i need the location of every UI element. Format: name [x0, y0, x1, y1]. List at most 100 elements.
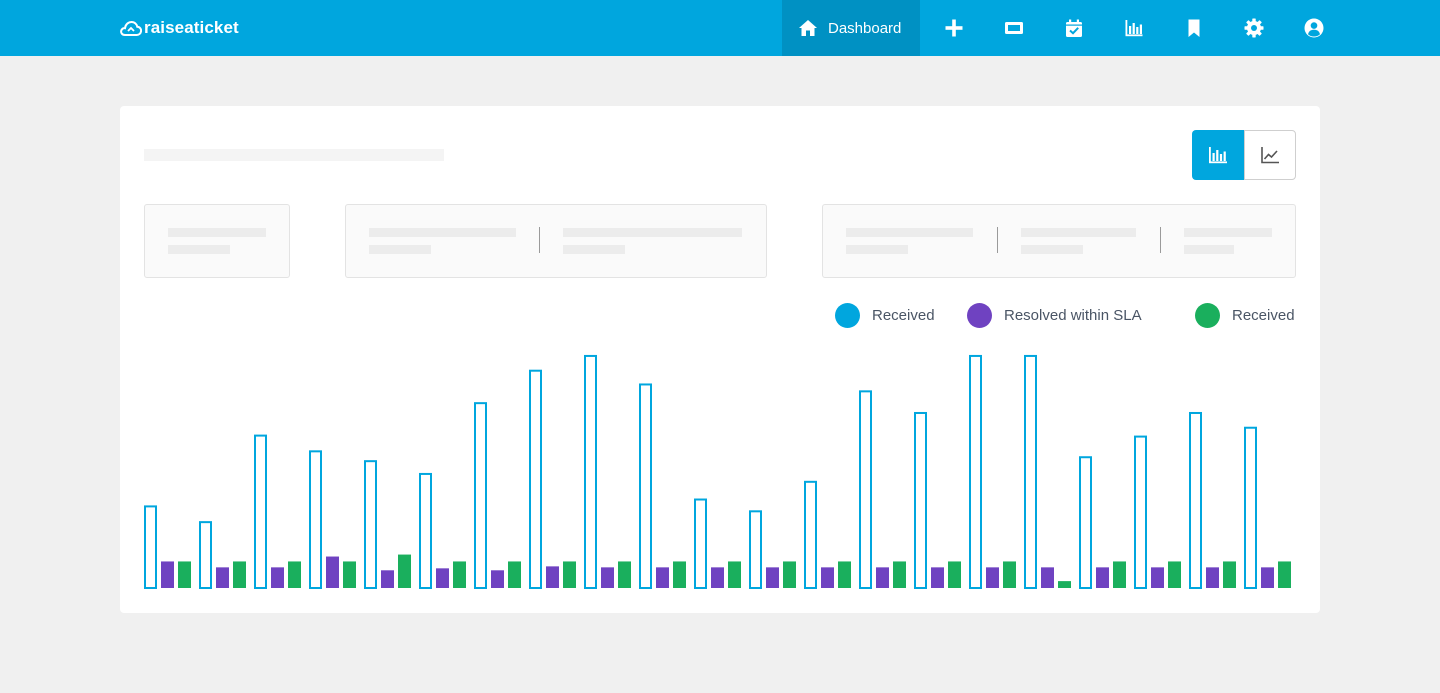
- bar-received-green: [618, 561, 631, 588]
- stat-box-2: [345, 204, 767, 278]
- bar-resolved-sla: [216, 567, 229, 588]
- bar-received-green: [233, 561, 246, 588]
- bar-received-green: [453, 561, 466, 588]
- nav-new-ticket[interactable]: [942, 16, 966, 40]
- legend-item-received[interactable]: Received: [835, 302, 935, 328]
- stat-divider: [1160, 227, 1161, 253]
- legend-item-received-green[interactable]: Received: [1195, 302, 1295, 328]
- bar-received-green: [838, 561, 851, 588]
- tickets-bar-chart: [144, 354, 1291, 590]
- bar-chart-view-button[interactable]: [1192, 130, 1244, 180]
- ticket-icon: [1005, 22, 1023, 34]
- bar-received-green: [563, 561, 576, 588]
- nav-reports[interactable]: [1122, 16, 1146, 40]
- stat-divider: [539, 227, 540, 253]
- bar-resolved-sla: [931, 567, 944, 588]
- bar-resolved-sla: [546, 566, 559, 588]
- bar-received-green: [783, 561, 796, 588]
- stat-placeholder: [1021, 228, 1136, 237]
- nav-bookmarks[interactable]: [1182, 16, 1206, 40]
- bar-received-green: [893, 561, 906, 588]
- stat-box-1: [144, 204, 290, 278]
- line-chart-view-button[interactable]: [1244, 130, 1296, 180]
- bar-resolved-sla: [271, 567, 284, 588]
- legend-label: Resolved within SLA: [1004, 306, 1142, 324]
- bar-received: [804, 480, 817, 590]
- stat-placeholder: [846, 228, 973, 237]
- stat-placeholder: [846, 245, 908, 254]
- bar-received: [364, 460, 377, 589]
- bar-received: [639, 383, 652, 590]
- calendar-check-icon: [1066, 19, 1082, 37]
- bar-received: [749, 510, 762, 590]
- stat-placeholder: [369, 245, 431, 254]
- bar-received-green: [398, 554, 411, 588]
- bar-resolved-sla: [876, 567, 889, 588]
- bar-resolved-sla: [1041, 567, 1054, 588]
- bar-resolved-sla: [381, 570, 394, 588]
- bar-received: [309, 450, 322, 590]
- stat-placeholder: [1021, 245, 1083, 254]
- gear-icon: [1244, 18, 1264, 38]
- bar-received: [859, 390, 872, 589]
- plus-icon: [945, 19, 963, 37]
- bar-received-green: [1278, 561, 1291, 588]
- nav-tickets[interactable]: [1002, 16, 1026, 40]
- bar-received: [1189, 411, 1202, 589]
- home-icon: [799, 20, 817, 36]
- bar-received: [694, 498, 707, 589]
- bar-received-green: [673, 561, 686, 588]
- bar-received: [1244, 426, 1257, 589]
- stat-divider: [997, 227, 998, 253]
- bar-received: [969, 354, 982, 589]
- legend-dot: [835, 302, 860, 328]
- bar-received-green: [1113, 561, 1126, 588]
- stat-placeholder: [1184, 228, 1272, 237]
- stat-placeholder: [168, 245, 230, 254]
- bar-resolved-sla: [436, 568, 449, 588]
- bar-received-green: [508, 561, 521, 588]
- bar-resolved-sla: [1206, 567, 1219, 588]
- bar-resolved-sla: [326, 556, 339, 588]
- title-placeholder: [144, 149, 444, 161]
- bar-resolved-sla: [656, 567, 669, 588]
- bar-received: [914, 411, 927, 589]
- bar-received: [529, 369, 542, 590]
- nav-calendar[interactable]: [1062, 16, 1086, 40]
- bar-received: [254, 434, 267, 589]
- stat-placeholder: [1184, 245, 1234, 254]
- bar-resolved-sla: [491, 570, 504, 588]
- bar-received-green: [1058, 581, 1071, 588]
- bar-resolved-sla: [1261, 567, 1274, 588]
- legend-label: Received: [872, 306, 935, 324]
- bar-chart-icon: [1125, 20, 1143, 37]
- bookmark-icon: [1188, 19, 1200, 37]
- top-nav-bar: raiseaticket Dashboard: [0, 0, 1440, 56]
- bar-resolved-sla: [1151, 567, 1164, 588]
- bar-resolved-sla: [766, 567, 779, 588]
- legend-item-resolved-sla[interactable]: Resolved within SLA: [967, 302, 1142, 328]
- nav-profile[interactable]: [1302, 16, 1326, 40]
- stat-box-3: [822, 204, 1296, 278]
- bar-received: [1079, 456, 1092, 589]
- user-circle-icon: [1304, 18, 1324, 38]
- legend-label: Received: [1232, 306, 1295, 324]
- nav-dashboard-label: Dashboard: [828, 19, 902, 37]
- nav-settings[interactable]: [1242, 16, 1266, 40]
- bar-received-green: [1223, 561, 1236, 588]
- stat-placeholder: [563, 228, 742, 237]
- bar-resolved-sla: [161, 561, 174, 588]
- bar-resolved-sla: [711, 567, 724, 588]
- stat-placeholder: [369, 228, 516, 237]
- bar-received-green: [1168, 561, 1181, 588]
- cloud-logo-icon: [120, 20, 142, 36]
- bar-resolved-sla: [986, 567, 999, 588]
- bar-received-green: [948, 561, 961, 588]
- bar-received-green: [1003, 561, 1016, 588]
- legend-dot: [1195, 302, 1220, 328]
- brand-logo[interactable]: raiseaticket: [120, 16, 239, 40]
- bar-received-green: [728, 561, 741, 588]
- bar-received: [419, 472, 432, 590]
- nav-dashboard[interactable]: Dashboard: [782, 0, 920, 56]
- bar-received-green: [288, 561, 301, 588]
